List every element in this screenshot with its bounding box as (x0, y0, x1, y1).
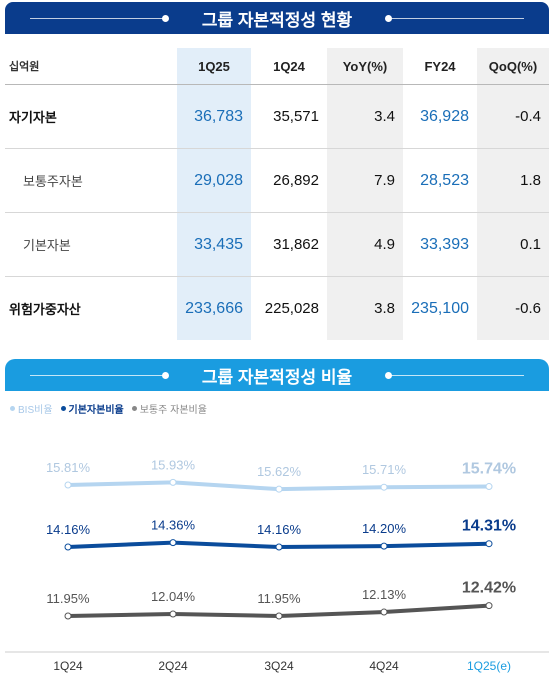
table-cell: 26,892 (251, 148, 327, 213)
legend-dot-icon (60, 406, 66, 411)
legend-item-cet1: 보통주 자본비율 (131, 401, 207, 416)
x-tick-label: 2Q24 (158, 659, 188, 673)
column-header: FY24 (403, 48, 477, 85)
data-point (380, 608, 388, 616)
table-row: 위험가중자산 233,666 225,028 3.8 235,100 -0.6 (5, 276, 549, 340)
data-label: 12.04% (151, 589, 196, 604)
table-cell: -0.4 (477, 84, 549, 149)
data-label: 14.36% (151, 518, 196, 533)
data-label: 11.95% (46, 591, 90, 606)
table-cell: 36,783 (177, 84, 251, 149)
table-cell: 33,435 (177, 212, 251, 277)
data-point (169, 539, 177, 547)
column-header: QoQ(%) (477, 48, 549, 85)
table-cell: 1.8 (477, 148, 549, 213)
table-cell: 225,028 (264, 300, 319, 317)
table-cell: 3.8 (327, 276, 403, 340)
table-cell: 35,571 (251, 84, 327, 149)
x-tick-label: 3Q24 (264, 659, 294, 673)
data-point (275, 543, 283, 551)
legend-item-tier1: 기본자본비율 (60, 401, 124, 416)
table-cell: 31,862 (251, 212, 327, 277)
table-cell: 0.1 (477, 212, 549, 277)
legend-label: BIS비율 (18, 405, 53, 416)
legend-dot-icon (10, 406, 15, 411)
data-point (169, 478, 177, 486)
table-header-row: 십억원 1Q25 1Q24 YoY(%) FY24 QoQ(%) (5, 48, 549, 85)
table-cell: 28,523 (403, 148, 477, 213)
data-point (485, 540, 493, 548)
table-row: 보통주자본 29,028 26,892 7.9 28,523 1.8 (5, 148, 549, 213)
table-row: 자기자본 36,783 35,571 3.4 36,928 -0.4 (5, 84, 549, 149)
data-label: 15.93% (151, 457, 196, 472)
data-point (485, 483, 493, 491)
data-point (380, 483, 388, 491)
data-label: 15.74% (462, 461, 516, 478)
data-label: 14.31% (462, 518, 516, 535)
row-label: 자기자본 (5, 84, 177, 149)
data-point (275, 485, 283, 493)
data-point (380, 542, 388, 550)
x-tick-label: 1Q25(e) (467, 659, 511, 673)
data-point (64, 481, 72, 489)
data-point (64, 612, 72, 620)
banner-decoration-left (30, 372, 169, 379)
table-cell: 233,666 (177, 276, 251, 340)
data-point (64, 543, 72, 551)
table-cell: 33,393 (403, 212, 477, 277)
table-cell: -0.6 (477, 276, 549, 340)
unit-label: 십억원 (5, 48, 177, 85)
banner-decoration-left (30, 15, 169, 22)
table-cell: 235,100 (411, 299, 469, 317)
legend-item-bis: BIS비율 (10, 401, 53, 416)
column-header: 1Q25 (177, 48, 251, 85)
data-label: 12.42% (462, 580, 516, 597)
data-label: 15.62% (257, 464, 302, 479)
legend-dot-icon (131, 406, 137, 411)
table-cell: 29,028 (177, 148, 251, 213)
capital-ratio-line-chart: 15.81% 15.93% 15.62% 15.71% 15.74% 14.16% 14.3… (5, 457, 549, 673)
data-point (485, 602, 493, 610)
chart-title: 그룹 자본적정성 비율 (201, 367, 353, 387)
legend-label: 보통주 자본비율 (139, 405, 207, 416)
data-label: 15.81% (46, 460, 91, 475)
data-point (275, 612, 283, 620)
data-label: 15.71% (362, 462, 407, 477)
banner-decoration-right (385, 372, 524, 379)
banner-decoration-right (385, 15, 524, 22)
row-label: 위험가중자산 (9, 302, 81, 317)
capital-table-title: 그룹 자본적정성 현황 (201, 10, 353, 30)
column-header: 1Q24 (251, 48, 327, 85)
chart-legend: BIS비율 기본자본비율 보통주 자본비율 (10, 401, 207, 416)
data-label: 14.16% (46, 522, 91, 537)
table-row: 기본자본 33,435 31,862 4.9 33,393 0.1 (5, 212, 549, 277)
table-cell: 36,928 (403, 84, 477, 149)
capital-status-banner: 그룹 자본적정성 현황 (5, 2, 549, 34)
data-label: 14.20% (362, 521, 407, 536)
data-label: 14.16% (257, 522, 302, 537)
data-label: 12.13% (362, 587, 407, 602)
data-point (169, 610, 177, 618)
row-label: 기본자본 (5, 212, 177, 277)
capital-ratio-banner: 그룹 자본적정성 비율 (5, 359, 549, 391)
legend-label: 기본자본비율 (68, 405, 124, 416)
table-cell: 3.4 (327, 84, 403, 149)
row-label: 보통주자본 (5, 148, 177, 213)
table-cell: 4.9 (327, 212, 403, 277)
x-tick-label: 1Q24 (53, 659, 83, 673)
data-label: 11.95% (257, 591, 301, 606)
x-tick-label: 4Q24 (369, 659, 399, 673)
column-header: YoY(%) (327, 48, 403, 85)
capital-table: 십억원 1Q25 1Q24 YoY(%) FY24 QoQ(%) 자기자본 36… (5, 48, 549, 340)
table-cell: 7.9 (327, 148, 403, 213)
